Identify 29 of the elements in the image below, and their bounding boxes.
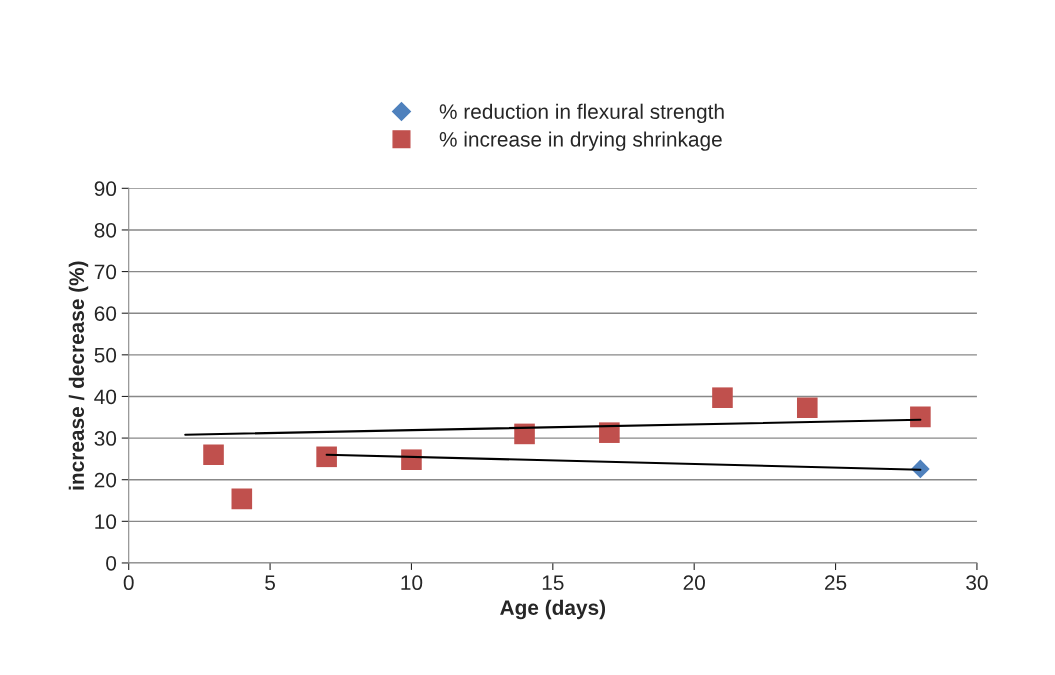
y-tick-label: 20 (94, 472, 117, 488)
x-tick-label: 5 (265, 575, 275, 591)
x-tick-label: 10 (401, 575, 423, 591)
legend-label: % increase in drying shrinkage (439, 131, 722, 151)
y-tick-label: 70 (94, 264, 117, 280)
point (203, 444, 224, 466)
point (231, 488, 253, 510)
x-axis-title: Age (days) (500, 599, 606, 620)
point (401, 449, 422, 471)
y-tick-label: 0 (106, 555, 117, 571)
x-tick-label: 0 (123, 575, 134, 591)
y-tick-label: 10 (95, 514, 117, 530)
point (316, 446, 337, 468)
x-tick-label: 15 (542, 575, 564, 591)
y-tick-label: 60 (94, 306, 117, 321)
y-tick-label: 50 (94, 347, 117, 363)
point (712, 387, 733, 408)
x-tick-label: 20 (683, 575, 705, 591)
point (599, 422, 620, 443)
x-tick-label: 30 (966, 575, 988, 591)
point (910, 406, 931, 428)
point (796, 397, 818, 418)
y-axis-title: increase / decrease (%) (68, 261, 89, 490)
x-tick-label: 25 (825, 575, 847, 591)
y-tick-label: 30 (94, 431, 117, 446)
legend-label: % reduction in flexural strength (439, 103, 724, 124)
y-tick-label: 80 (94, 222, 117, 238)
y-tick-label: 40 (94, 389, 117, 405)
y-tick-label: 90 (94, 181, 117, 197)
